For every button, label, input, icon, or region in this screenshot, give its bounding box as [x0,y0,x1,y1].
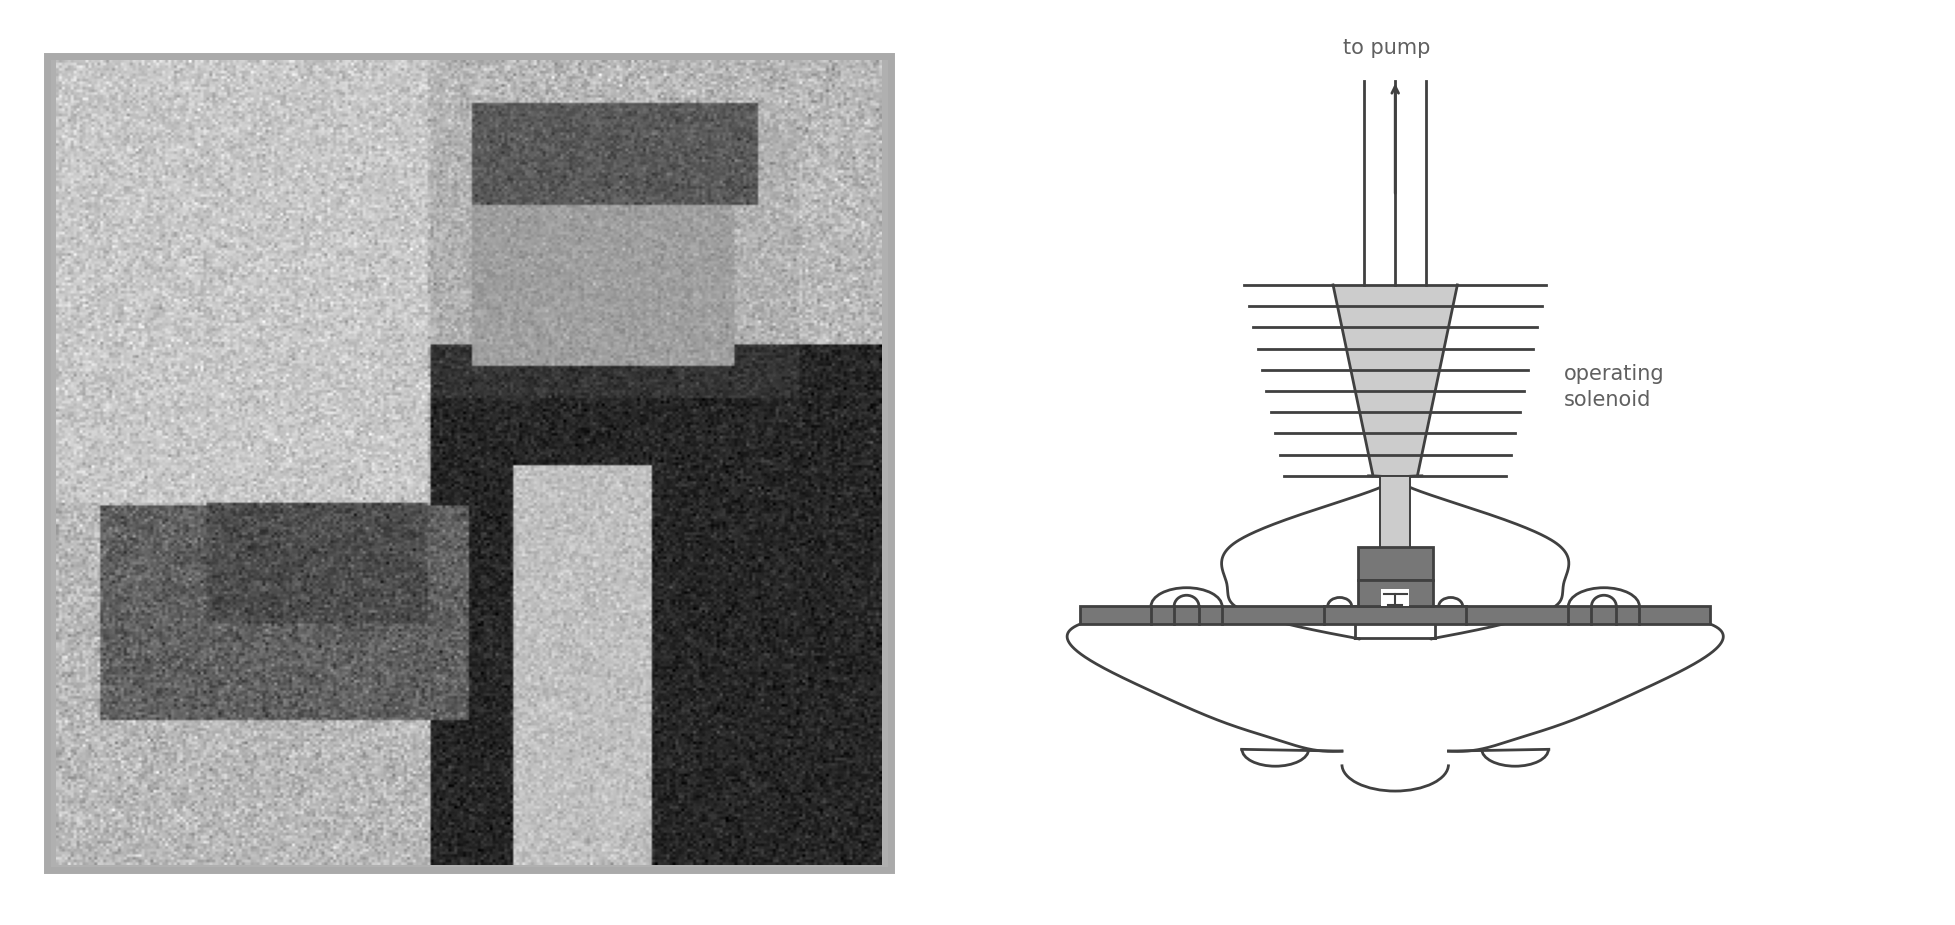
Bar [1380,588,1410,607]
Bar [47,56,891,869]
Bar [1359,547,1433,580]
Polygon shape [1333,285,1456,475]
Bar [1359,580,1433,607]
Bar [1079,607,1711,624]
Text: operating
solenoid: operating solenoid [1564,364,1664,410]
Text: to pump: to pump [1343,39,1429,58]
Bar [1380,475,1410,553]
